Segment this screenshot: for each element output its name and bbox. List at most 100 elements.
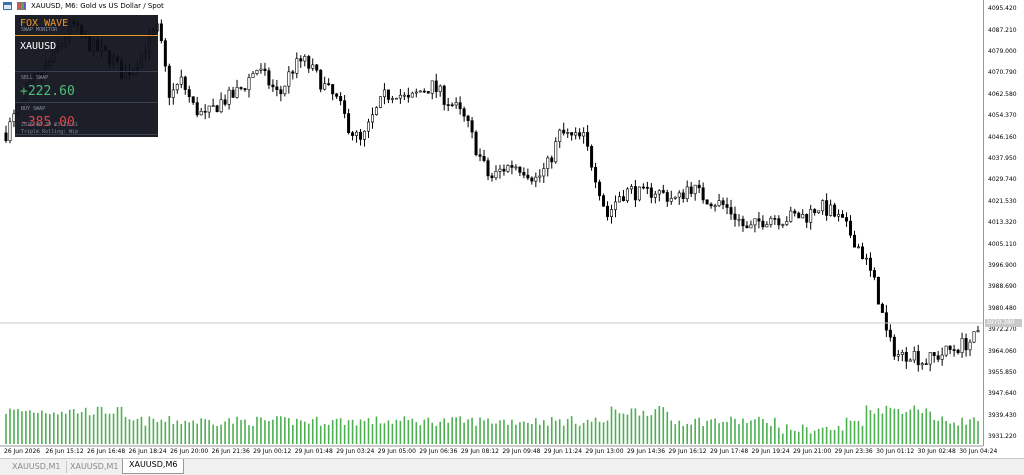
candle-body — [175, 84, 179, 91]
candle-body — [195, 102, 199, 116]
candle-body — [327, 83, 331, 85]
candle-body — [446, 104, 450, 106]
candle-body — [187, 89, 191, 97]
candle-body — [805, 214, 809, 223]
candle-body — [339, 96, 343, 102]
candle-body — [657, 190, 661, 195]
chart-type-icon[interactable] — [17, 2, 26, 10]
candlestick-series — [4, 17, 980, 372]
candle-body — [837, 214, 841, 217]
candle-body — [880, 303, 884, 313]
time-tick-label: 29 Jun 21:00 — [793, 448, 832, 455]
candle-body — [315, 64, 319, 71]
price-tick-label: 4021.530 — [988, 197, 1017, 205]
candle-body — [235, 87, 239, 98]
candle-body — [625, 188, 629, 202]
candle-body — [645, 187, 649, 189]
candle-body — [813, 209, 817, 214]
candle-body — [478, 154, 482, 157]
candle-body — [474, 131, 478, 156]
candle-body — [434, 80, 438, 93]
price-tick-label: 4095.420 — [988, 5, 1017, 13]
time-tick-label: 29 Jun 05:00 — [377, 448, 416, 455]
candle-body — [872, 270, 876, 278]
price-tick-label: 4029.740 — [988, 176, 1017, 184]
candle-body — [410, 92, 414, 98]
candle-body — [689, 186, 693, 194]
candle-body — [159, 23, 163, 41]
candle-body — [398, 94, 402, 99]
candle-body — [685, 186, 689, 199]
price-tick-label: 4046.160 — [988, 133, 1017, 141]
tab-xauusd-m6[interactable]: XAUUSD,M6 — [122, 459, 185, 474]
candle-body — [960, 338, 964, 353]
candle-body — [733, 213, 737, 220]
candle-body — [904, 352, 908, 362]
time-tick-label: 29 Jun 14:36 — [626, 448, 666, 455]
candle-body — [311, 64, 315, 69]
candle-body — [386, 89, 390, 100]
price-tick-label: 3947.640 — [988, 390, 1017, 398]
candle-body — [171, 89, 175, 98]
tab-xauusd-m1-second[interactable]: XAUUSD,M1 — [64, 461, 126, 473]
candle-body — [518, 166, 522, 173]
candle-body — [287, 71, 291, 87]
candle-body — [896, 354, 900, 357]
candle-body — [717, 200, 721, 207]
time-tick-label: 29 Jun 11:24 — [543, 448, 583, 455]
candle-body — [729, 207, 733, 215]
time-tick-label: 26 Jun 18:24 — [128, 448, 167, 455]
candle-body — [498, 168, 502, 172]
candle-body — [219, 99, 223, 113]
candle-body — [251, 73, 255, 78]
candle-body — [255, 70, 259, 74]
candle-body — [554, 141, 558, 163]
price-tick-label: 4087.210 — [988, 26, 1017, 34]
candle-body — [283, 85, 287, 95]
price-axis[interactable] — [983, 0, 1024, 446]
time-tick-label: 26 Jun 20:00 — [170, 448, 209, 455]
volume-histogram — [5, 405, 979, 444]
candle-body — [968, 341, 972, 351]
candle-body — [163, 40, 167, 67]
swap-monitor-panel[interactable]: FOX WAVE SWAP MONITOR XAUUSD SELL SWAP +… — [15, 15, 158, 137]
candle-body — [598, 181, 602, 196]
candle-body — [868, 257, 872, 271]
candle-body — [363, 130, 367, 140]
candle-body — [665, 192, 669, 202]
candle-body — [936, 355, 940, 360]
candle-body — [853, 234, 857, 248]
candle-body — [267, 70, 271, 86]
candle-body — [203, 110, 207, 113]
time-tick-label: 29 Jun 17:48 — [710, 448, 749, 455]
candle-body — [374, 107, 378, 115]
candle-body — [223, 99, 227, 105]
sell-swap-value: +222.60 — [20, 84, 75, 99]
candle-body — [259, 68, 263, 71]
candle-body — [275, 86, 279, 90]
candle-body — [841, 214, 845, 218]
candle-body — [594, 166, 598, 183]
candle-body — [653, 193, 657, 198]
candle-body — [299, 58, 303, 62]
candle-body — [972, 331, 976, 343]
candle-body — [777, 218, 781, 226]
candle-body — [693, 184, 697, 194]
candle-body — [725, 204, 729, 208]
candle-body — [367, 121, 371, 132]
candle-body — [263, 68, 267, 71]
candle-body — [510, 165, 514, 168]
price-tick-label: 3988.690 — [988, 283, 1017, 291]
candle-body — [183, 76, 187, 90]
candle-body — [482, 155, 486, 161]
candle-body — [402, 94, 406, 97]
candle-body — [538, 175, 542, 178]
panel-footer-time: 2026.06.30 03:11:51 — [21, 122, 79, 128]
candle-body — [390, 98, 394, 100]
window-icon[interactable] — [3, 2, 12, 10]
candle-body — [199, 110, 203, 116]
tab-xauusd-m1[interactable]: XAUUSD,M1 — [6, 461, 68, 473]
candle-body — [442, 85, 446, 105]
candle-body — [602, 195, 606, 207]
